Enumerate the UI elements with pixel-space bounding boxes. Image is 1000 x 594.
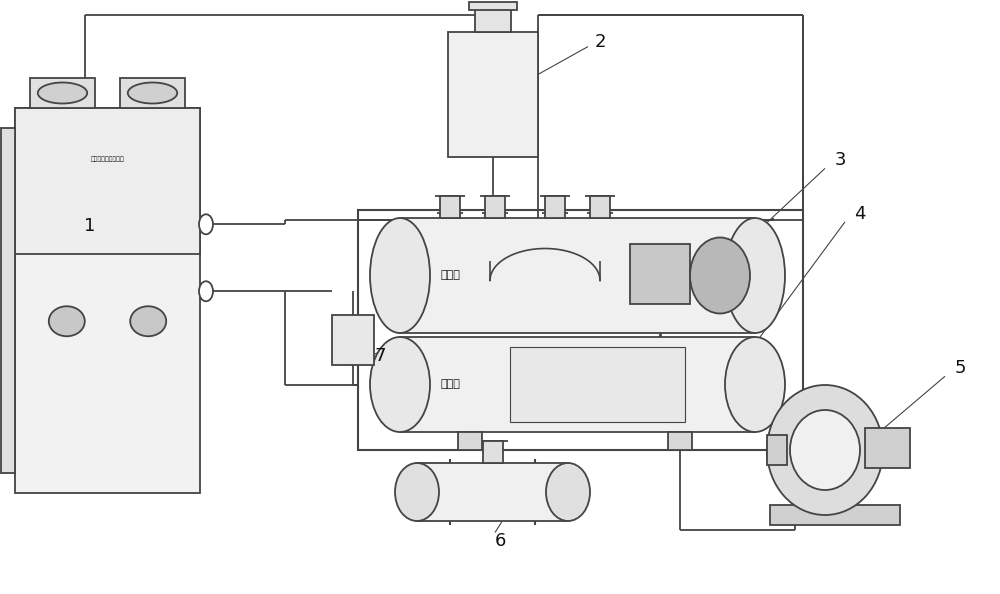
Text: 冷凝器: 冷凝器 [440,270,460,280]
Text: 7: 7 [374,347,386,365]
Ellipse shape [690,238,750,314]
Bar [485,196,505,218]
Bar [448,32,538,157]
Bar [630,244,690,304]
Bar [15,108,200,493]
Ellipse shape [130,307,166,336]
Ellipse shape [546,463,590,521]
Bar [510,347,685,422]
Bar [590,196,610,218]
Bar [545,196,565,218]
Bar [358,210,803,450]
Bar [400,337,755,432]
Bar [417,463,568,521]
Ellipse shape [767,385,883,515]
Bar [30,78,95,108]
Bar [475,7,511,32]
Bar [400,218,755,333]
Ellipse shape [370,337,430,432]
Ellipse shape [725,218,785,333]
Bar [15,108,200,254]
Bar [668,432,692,450]
Ellipse shape [199,281,213,301]
Ellipse shape [395,463,439,521]
Bar [482,441,503,463]
Bar [1,128,15,473]
Ellipse shape [38,83,87,103]
Bar [458,432,482,450]
Bar [332,315,374,365]
Text: 2: 2 [594,33,606,50]
Text: 4: 4 [854,205,866,223]
Ellipse shape [790,410,860,490]
Text: 冷却塔减湿式冷凝器: 冷却塔减湿式冷凝器 [91,156,124,162]
Bar [120,78,185,108]
Bar [440,196,460,218]
Ellipse shape [725,337,785,432]
Bar [767,435,787,465]
Bar [865,428,910,468]
Text: 蒸发器: 蒸发器 [440,380,460,390]
Text: 6: 6 [494,532,506,549]
Bar [469,2,517,10]
Ellipse shape [128,83,177,103]
Bar [770,505,900,525]
Text: 3: 3 [834,151,846,169]
Ellipse shape [199,214,213,234]
Ellipse shape [49,307,85,336]
Text: 1: 1 [84,217,96,235]
Text: 5: 5 [954,359,966,377]
Ellipse shape [370,218,430,333]
